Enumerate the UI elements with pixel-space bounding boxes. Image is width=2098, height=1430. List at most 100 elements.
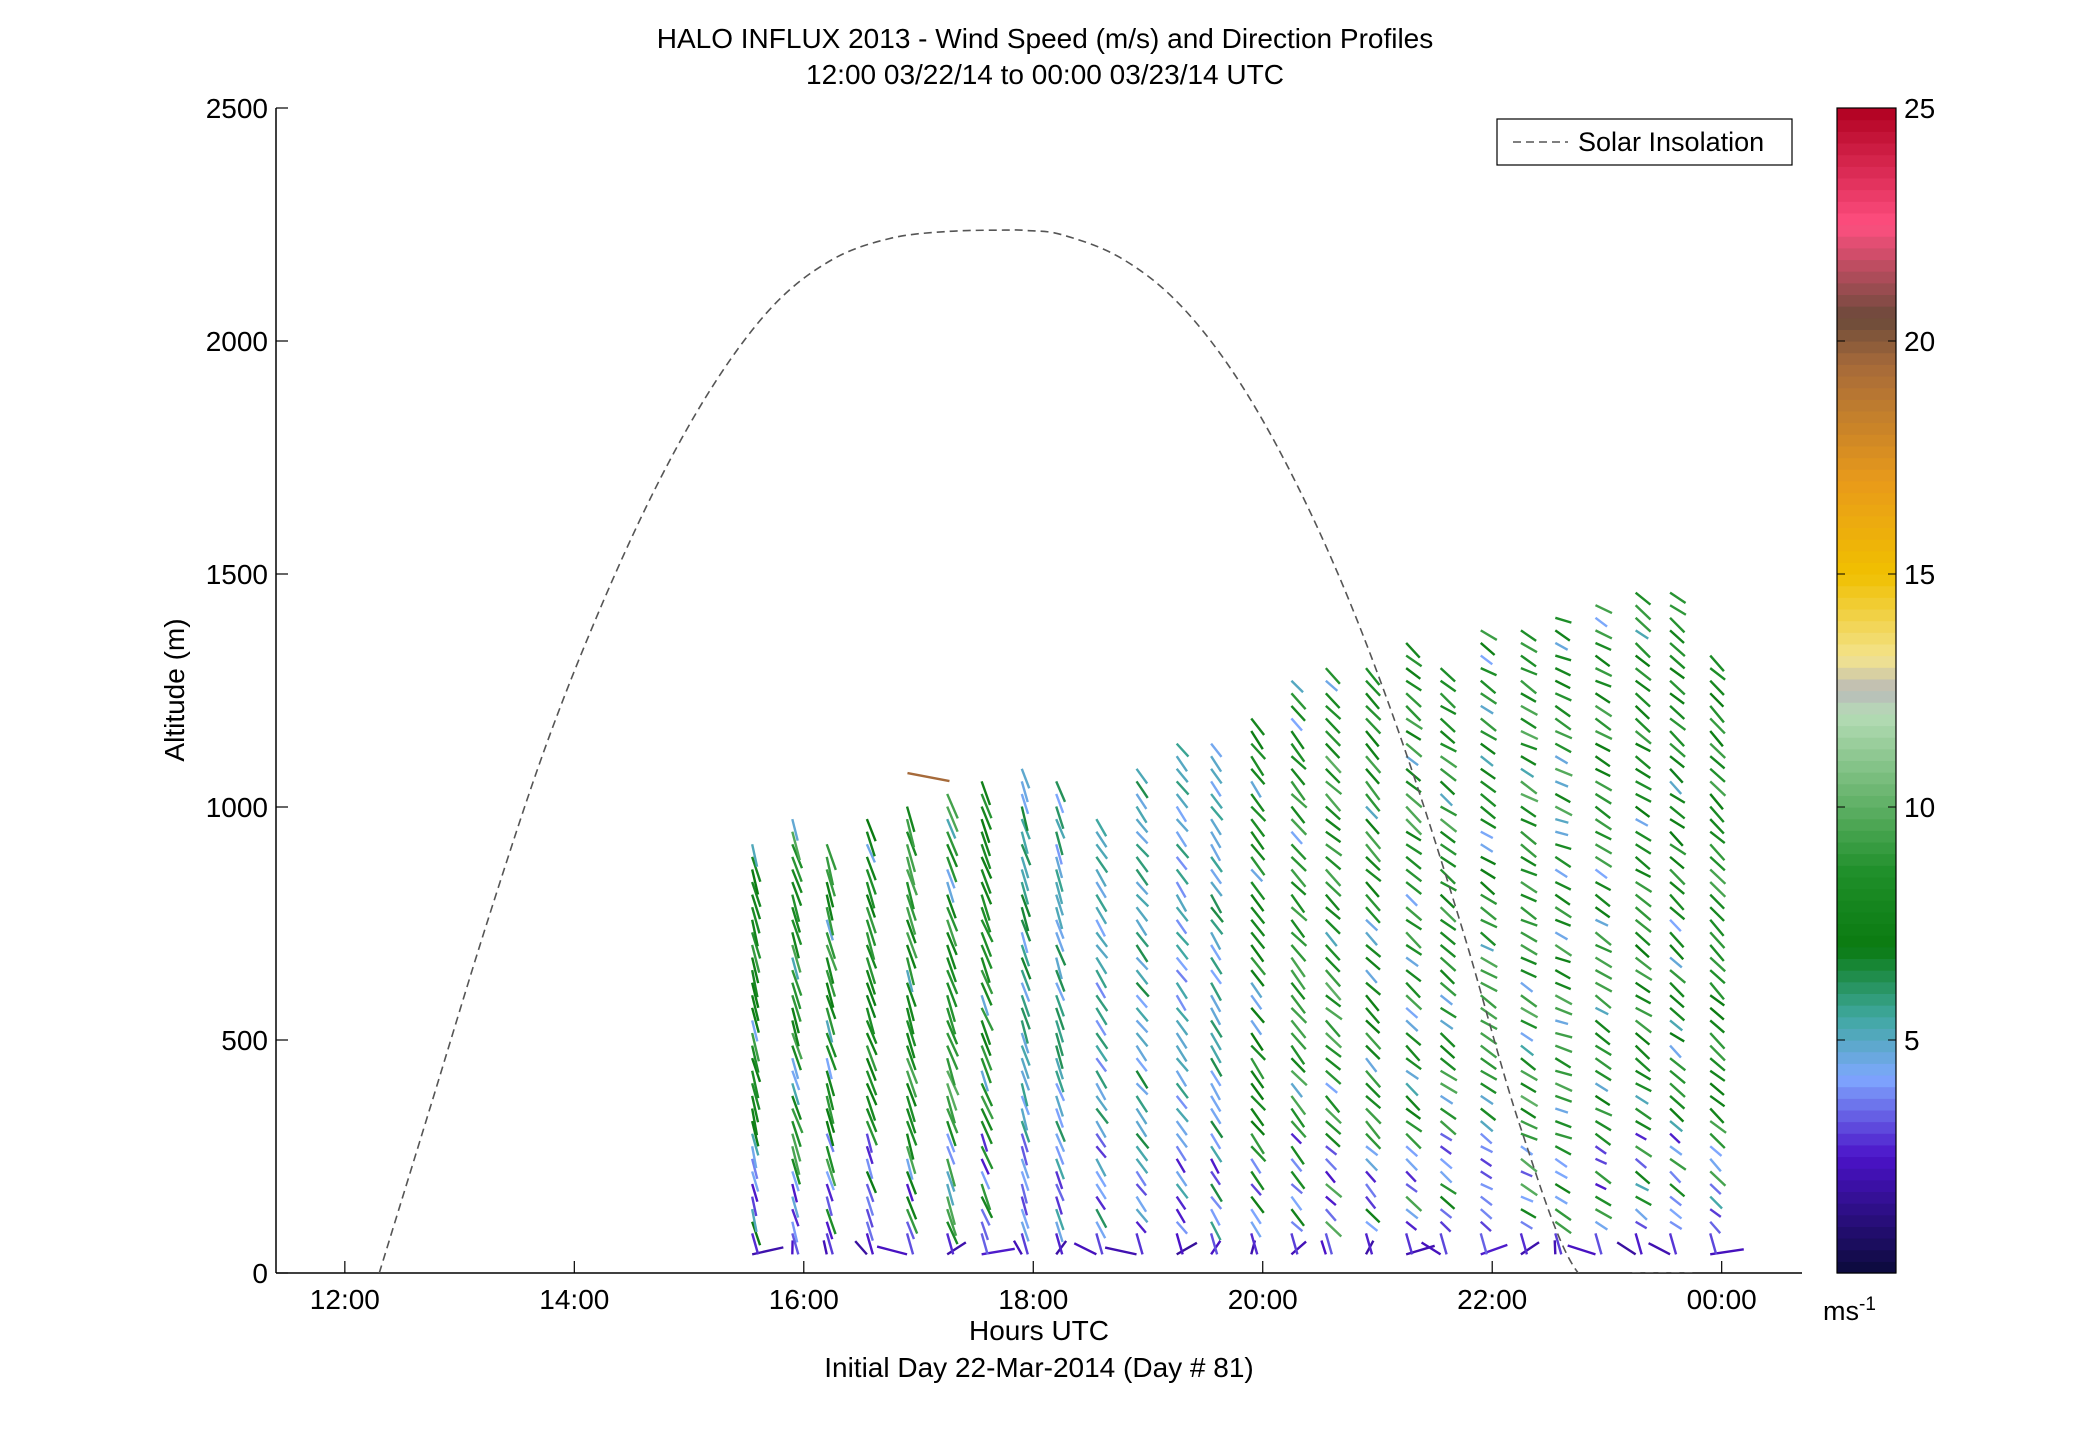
- wind-vector: [1636, 681, 1650, 691]
- colorbar-slice: [1837, 411, 1896, 423]
- y-tick-label: 2000: [206, 326, 268, 357]
- wind-vector: [1555, 718, 1571, 729]
- wind-vector: [1481, 706, 1493, 714]
- colorbar-slice: [1837, 725, 1896, 737]
- wind-vector: [947, 794, 958, 818]
- surface-wind-vector: [1326, 1233, 1332, 1254]
- wind-vector: [1521, 895, 1537, 902]
- colorbar-slice: [1837, 504, 1896, 516]
- wind-vector: [1137, 995, 1148, 1007]
- colorbar-slice: [1837, 562, 1896, 574]
- y-tick-label: 1000: [206, 792, 268, 823]
- colorbar-slice: [1837, 877, 1896, 889]
- wind-vector: [1670, 681, 1685, 695]
- colorbar-slice: [1837, 190, 1896, 202]
- wind-vector: [1441, 832, 1456, 843]
- colorbar-slice: [1837, 248, 1896, 260]
- wind-vector: [1595, 907, 1609, 917]
- wind-vector: [1521, 731, 1538, 739]
- wind-vector: [947, 832, 957, 856]
- wind-vector: [1710, 1146, 1721, 1156]
- colorbar-slice: [1837, 691, 1896, 703]
- colorbar-tick-label: 10: [1904, 792, 1935, 823]
- wind-vector: [1595, 668, 1611, 676]
- colorbar-slice: [1837, 807, 1896, 819]
- wind-vector: [1670, 593, 1686, 603]
- colorbar-slice: [1837, 1238, 1896, 1250]
- wind-vector: [1326, 857, 1341, 870]
- wind-vector: [1670, 693, 1684, 703]
- wind-vector: [1710, 1083, 1724, 1095]
- wind-vector: [1406, 1171, 1416, 1181]
- wind-vector: [1521, 681, 1536, 694]
- wind-vector: [1441, 1020, 1453, 1029]
- wind-vector: [1406, 1008, 1417, 1018]
- wind-vector: [1670, 1058, 1685, 1070]
- wind-vector: [1291, 1197, 1301, 1211]
- colorbar-slice: [1837, 388, 1896, 400]
- colorbar-slice: [1837, 597, 1896, 609]
- surface-wind-vector: [1636, 1233, 1642, 1254]
- x-tick-label: 18:00: [998, 1284, 1068, 1315]
- wind-vector: [1481, 1121, 1493, 1131]
- colorbar-slice: [1837, 551, 1896, 563]
- wind-vector: [1636, 945, 1649, 957]
- wind-vector: [1595, 958, 1611, 968]
- wind-vector: [1595, 995, 1610, 1008]
- wind-vector: [1710, 756, 1724, 768]
- wind-vector: [1177, 857, 1187, 870]
- colorbar-slice: [1837, 947, 1896, 959]
- wind-vector: [1211, 744, 1221, 757]
- wind-vector: [1636, 731, 1651, 744]
- wind-vector: [1291, 681, 1303, 693]
- wind-vector: [1555, 907, 1571, 917]
- colorbar-slice: [1837, 225, 1896, 237]
- x-tick-label: 00:00: [1687, 1284, 1757, 1315]
- wind-vector: [1326, 1134, 1340, 1147]
- colorbar-slice: [1837, 1110, 1896, 1122]
- wind-vector: [1555, 844, 1571, 849]
- wind-vector: [1326, 1209, 1336, 1221]
- wind-vector: [1595, 744, 1610, 752]
- wind-vector: [1636, 932, 1650, 945]
- wind-vector: [1521, 970, 1536, 977]
- wind-vector: [1481, 1083, 1496, 1093]
- wind-vector: [1406, 1197, 1421, 1211]
- wind-vector: [1595, 706, 1611, 717]
- surface-wind-vector: [877, 1247, 907, 1255]
- wind-vector: [1710, 1184, 1721, 1194]
- colorbar-slice: [1837, 854, 1896, 866]
- wind-vector: [1636, 995, 1651, 1003]
- wind-vector: [1291, 1008, 1306, 1023]
- y-tick-label: 2500: [206, 93, 268, 124]
- wind-vector: [1366, 932, 1377, 945]
- wind-vector: [1326, 920, 1340, 934]
- colorbar-tick-label: 20: [1904, 326, 1935, 357]
- wind-vector: [1481, 693, 1497, 703]
- wind-vector: [1326, 1222, 1341, 1237]
- wind-vector: [1595, 857, 1611, 867]
- wind-vector: [1710, 693, 1723, 706]
- wind-vector: [1326, 832, 1341, 842]
- surface-wind-vector: [1649, 1243, 1671, 1254]
- wind-vector: [1177, 1222, 1187, 1234]
- wind-vector: [1481, 807, 1496, 819]
- colorbar-slice: [1837, 458, 1896, 470]
- wind-vector: [1670, 656, 1685, 669]
- wind-vector: [1251, 1058, 1263, 1079]
- wind-vector: [1096, 1146, 1106, 1157]
- wind-vector: [1555, 1020, 1568, 1024]
- wind-vector: [1521, 857, 1536, 866]
- wind-vector: [1521, 769, 1534, 777]
- wind-vector: [1441, 1083, 1457, 1093]
- wind-vector: [1636, 1071, 1651, 1080]
- wind-vector: [1710, 1197, 1722, 1209]
- wind-vector: [1670, 1046, 1681, 1058]
- wind-vector: [1710, 970, 1725, 983]
- wind-vector: [1137, 1222, 1146, 1233]
- wind-vector: [1521, 958, 1537, 965]
- wind-vector: [1670, 1209, 1681, 1218]
- surface-wind-vector: [855, 1241, 867, 1254]
- colorbar-slice: [1837, 236, 1896, 248]
